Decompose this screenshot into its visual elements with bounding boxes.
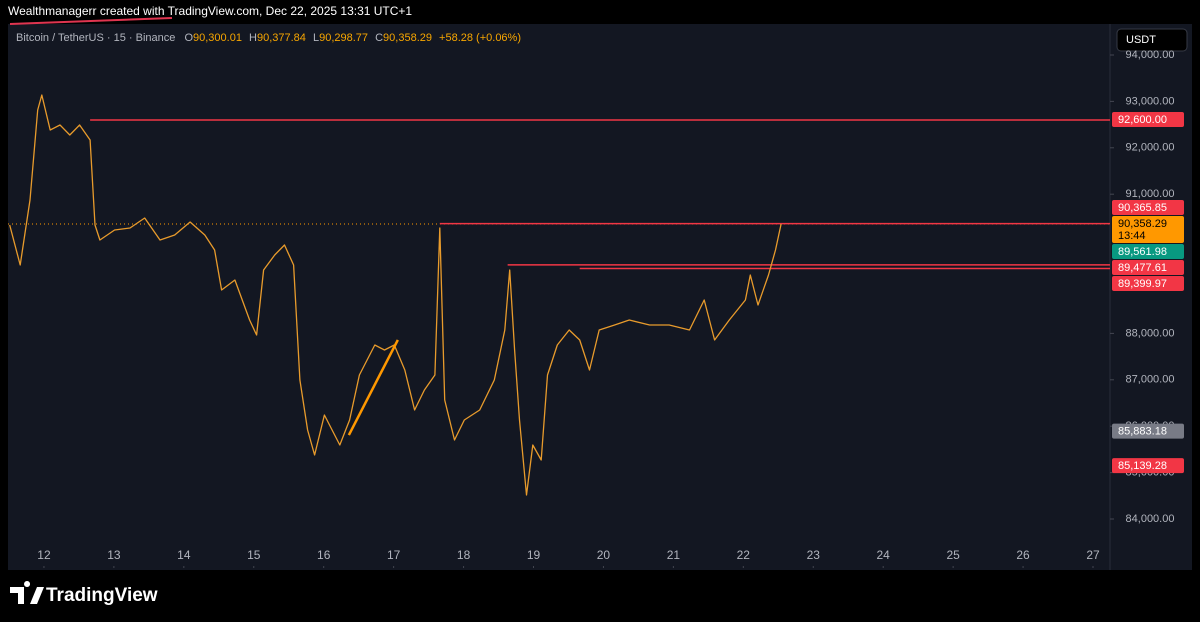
price-tag — [1112, 458, 1184, 474]
legend-value: 90,298.77 — [319, 32, 368, 44]
price-tag — [1112, 423, 1184, 439]
y-tick-label: 93,000.00 — [1126, 95, 1175, 107]
x-tick-label: 26 — [1016, 548, 1030, 562]
x-tick-label: 24 — [877, 548, 891, 562]
legend-change: +58.28 (+0.06%) — [439, 32, 521, 44]
y-tick-label: 91,000.00 — [1126, 188, 1175, 200]
x-tick-label: 18 — [457, 548, 471, 562]
brand-logo — [10, 581, 44, 604]
legend-value: 90,300.01 — [193, 32, 242, 44]
legend: Bitcoin / TetherUS · 15 · Binance O90,30… — [16, 32, 521, 44]
price-tag-label: 89,477.61 — [1118, 262, 1167, 274]
price-tag-label: 89,561.98 — [1118, 246, 1167, 258]
price-tag — [1112, 243, 1184, 259]
legend-key: H — [249, 32, 257, 44]
price-tag-label: 85,883.18 — [1118, 426, 1167, 438]
chart-panel — [8, 24, 1192, 570]
legend-value: 90,377.84 — [257, 32, 306, 44]
y-tick-label: 87,000.00 — [1126, 374, 1175, 386]
price-tag — [1112, 259, 1184, 275]
x-tick-label: 14 — [177, 548, 191, 562]
x-tick-label: 16 — [317, 548, 331, 562]
x-tick-label: 23 — [807, 548, 821, 562]
x-tick-label: 21 — [667, 548, 681, 562]
price-tag — [1112, 215, 1184, 243]
button-label[interactable]: USDT — [1126, 34, 1156, 46]
x-tick-label: 13 — [107, 548, 121, 562]
x-tick-label: 25 — [946, 548, 960, 562]
y-tick-label: 88,000.00 — [1126, 327, 1175, 339]
currency-button[interactable]: USDT — [1116, 28, 1188, 52]
x-tick-label: 12 — [37, 548, 51, 562]
countdown-label: 13:44 — [1118, 230, 1146, 242]
y-tick-label: 84,000.00 — [1126, 513, 1175, 525]
brand-name: TradingView — [46, 585, 158, 606]
y-tick-label: 94,000.00 — [1126, 49, 1175, 61]
price-tag-label: 90,358.29 — [1118, 218, 1167, 230]
x-tick-label: 15 — [247, 548, 261, 562]
x-tick-label: 27 — [1086, 548, 1100, 562]
y-tick-label: 92,000.00 — [1126, 142, 1175, 154]
legend-value: 90,358.29 — [383, 32, 432, 44]
price-tag — [1112, 111, 1184, 127]
price-tag — [1112, 275, 1184, 291]
underline-decoration — [9, 17, 173, 25]
legend-key: L — [313, 32, 319, 44]
button-bg[interactable] — [1116, 28, 1188, 52]
price-tag-label: 92,600.00 — [1118, 114, 1167, 126]
price-tag — [1112, 199, 1184, 215]
legend-key: O — [184, 32, 193, 44]
price-tag-label: 90,365.85 — [1118, 202, 1167, 214]
trend-line — [347, 339, 399, 436]
x-tick-label: 22 — [737, 548, 751, 562]
price-tag-label: 89,399.97 — [1118, 278, 1167, 290]
x-tick-label: 20 — [597, 548, 611, 562]
x-tick-label: 19 — [527, 548, 541, 562]
x-tick-label: 17 — [387, 548, 401, 562]
brand: TradingView — [10, 581, 158, 606]
legend-key: C — [375, 32, 383, 44]
legend-symbol: Bitcoin / TetherUS · 15 · Binance — [16, 32, 175, 44]
header-title: Wealthmanagerr created with TradingView.… — [8, 4, 412, 18]
price-tag-label: 85,139.28 — [1118, 460, 1167, 472]
